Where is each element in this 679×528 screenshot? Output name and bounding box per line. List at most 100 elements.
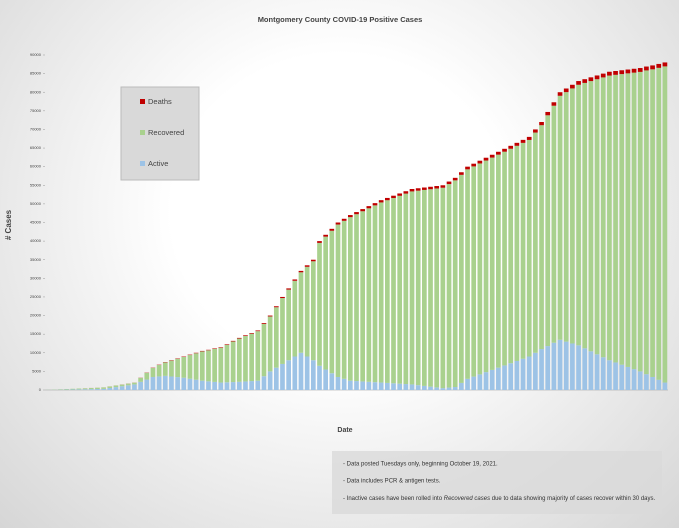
bar-segment xyxy=(82,389,88,390)
bar-segment xyxy=(298,352,304,390)
bar-segment xyxy=(199,351,205,381)
bar-segment xyxy=(607,71,612,76)
bar-segment xyxy=(600,77,606,358)
bar-segment xyxy=(588,77,594,82)
bar-segment xyxy=(440,185,446,188)
bar-segment xyxy=(397,195,403,384)
bar-segment xyxy=(471,163,477,167)
bar-segment xyxy=(267,316,273,372)
bar-segment xyxy=(341,220,347,379)
bar-segment xyxy=(644,66,649,71)
bar-segment xyxy=(459,172,464,175)
bar-segment xyxy=(150,367,156,377)
bar-segment xyxy=(508,148,514,364)
legend-label: Recovered xyxy=(148,128,184,137)
bar-segment xyxy=(570,84,575,89)
bar-segment xyxy=(372,382,378,390)
bar-segment xyxy=(88,387,94,390)
bar-segment xyxy=(64,389,69,390)
chart-title: Montgomery County COVID-19 Positive Case… xyxy=(258,15,423,24)
bar-segment xyxy=(156,376,162,390)
bar-segment xyxy=(218,382,224,390)
bar-segment xyxy=(631,72,637,370)
bar-segment xyxy=(520,142,526,359)
bar-segment xyxy=(600,357,606,390)
bar-segment xyxy=(335,224,341,377)
bar-segment xyxy=(496,154,501,368)
bar-segment xyxy=(428,186,433,190)
bar-segment xyxy=(101,387,106,389)
bar-segment xyxy=(650,65,655,70)
bar-segment xyxy=(243,335,248,336)
bar-segment xyxy=(224,344,230,345)
bar-segment xyxy=(335,376,341,390)
bar-segment xyxy=(551,105,557,343)
bar-segment xyxy=(273,307,279,368)
bar-segment xyxy=(656,379,662,390)
bar-segment xyxy=(471,166,477,377)
bar-segment xyxy=(212,381,217,390)
bar-segment xyxy=(273,367,279,390)
bar-segment xyxy=(446,184,452,388)
bar-segment xyxy=(187,378,193,390)
y-tick-label: 75000 xyxy=(30,108,42,113)
y-tick-label: 80000 xyxy=(30,89,42,94)
bar-segment xyxy=(434,387,440,390)
bar-segment xyxy=(428,386,433,390)
bar-segment xyxy=(113,385,119,388)
legend-label: Deaths xyxy=(148,97,172,106)
bar-segment xyxy=(212,348,217,382)
note: - Inactive cases have been rolled into R… xyxy=(343,496,656,502)
bar-segment xyxy=(354,381,359,390)
bar-segment xyxy=(347,217,353,381)
bar-segment xyxy=(304,266,310,357)
bar-segment xyxy=(162,362,168,376)
bar-segment xyxy=(582,82,588,349)
bar-segment xyxy=(323,234,329,237)
y-tick-label: 30000 xyxy=(30,275,42,280)
bar-segment xyxy=(323,236,329,370)
bar-segment xyxy=(310,259,316,262)
bar-segment xyxy=(644,374,649,390)
bar-segment xyxy=(514,145,520,361)
bar-segment xyxy=(286,360,291,390)
bar-segment xyxy=(415,385,421,390)
bar-segment xyxy=(391,198,396,384)
bar-segment xyxy=(619,74,625,365)
bar-segment xyxy=(193,353,199,380)
bar-segment xyxy=(310,360,316,390)
bar-segment xyxy=(508,145,514,149)
bar-segment xyxy=(292,280,298,357)
bar-segment xyxy=(175,358,180,378)
bar-segment xyxy=(132,382,137,385)
bar-segment xyxy=(354,214,359,382)
bar-segment xyxy=(347,215,353,218)
bar-segment xyxy=(489,369,495,390)
y-tick-label: 35000 xyxy=(30,257,42,262)
bar-segment xyxy=(255,331,261,381)
bar-segment xyxy=(218,347,224,348)
bar-segment xyxy=(224,382,230,390)
bar-segment xyxy=(625,366,631,390)
bar-segment xyxy=(557,92,563,96)
bar-segment xyxy=(551,102,557,106)
bar-segment xyxy=(249,333,254,334)
bar-segment xyxy=(440,187,446,389)
bar-segment xyxy=(286,288,291,290)
bar-segment xyxy=(366,206,372,209)
bar-segment xyxy=(298,272,304,353)
bar-segment xyxy=(132,384,137,390)
bar-segment xyxy=(607,360,612,390)
bar-segment xyxy=(70,388,76,390)
bar-segment xyxy=(360,381,366,390)
note: - Data posted Tuesdays only, beginning O… xyxy=(343,462,498,468)
bar-segment xyxy=(101,388,106,390)
bar-segment xyxy=(335,222,341,225)
bar-segment xyxy=(267,315,273,317)
y-tick-label: 60000 xyxy=(30,164,42,169)
bar-segment xyxy=(150,376,156,390)
y-tick-label: 50000 xyxy=(30,201,42,206)
bar-segment xyxy=(637,68,643,72)
bar-segment xyxy=(199,380,205,390)
y-tick-label: 45000 xyxy=(30,220,42,225)
